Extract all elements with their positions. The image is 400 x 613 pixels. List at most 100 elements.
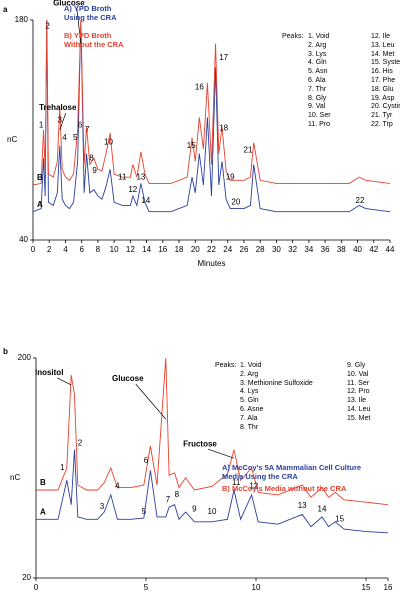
peak-label: 19 (226, 172, 235, 181)
x-tick-label: 18 (175, 245, 184, 254)
x-tick-label: 28 (256, 245, 265, 254)
peak-list-item: 9. Val (308, 103, 326, 111)
peak-label: 13 (298, 501, 307, 510)
trace-line (36, 357, 388, 506)
peak-label: 14 (318, 505, 327, 514)
x-tick-label: 8 (96, 245, 101, 254)
x-tick-label: 30 (272, 245, 281, 254)
peak-label: 8 (175, 490, 180, 499)
peak-list-item: 15. Met (347, 414, 371, 422)
peak-list-item: 4. Lys (240, 388, 259, 396)
peak-list-item: 9. Gly (347, 362, 366, 369)
peak-list-item: 13. Leu (371, 41, 395, 49)
x-tick-label: 6 (79, 245, 84, 254)
legend-entry: A) YPD Broth Using the CRA (64, 4, 117, 22)
panel-label: b (3, 347, 8, 356)
annotation: Glucose (112, 374, 144, 383)
peak-label: 5 (142, 507, 147, 516)
peak-label: 4 (115, 481, 120, 490)
x-tick-label: 0 (31, 245, 36, 254)
peak-label: 20 (231, 197, 240, 206)
peak-label: 12 (249, 481, 258, 490)
peak-list-item: 17. Phe (371, 77, 396, 84)
peak-list-item: 5. Asn (308, 68, 328, 76)
x-tick-label: 20 (191, 245, 200, 254)
peak-label: 4 (62, 133, 67, 142)
annotation: Inositol (35, 368, 63, 377)
trace-line (33, 19, 390, 213)
peak-list-item: 13. Ile (347, 397, 367, 405)
peak-list-heading: Peaks: (215, 362, 237, 369)
peak-list-item: 11. Pro (308, 121, 331, 128)
peak-label: 17 (219, 53, 228, 62)
x-tick-label: 26 (240, 245, 249, 254)
legend-entry: A) McCoy's 5A Mammalian Cell Culture Med… (222, 463, 362, 481)
peak-label: 14 (141, 196, 150, 205)
peak-label: 10 (104, 138, 113, 147)
x-tick-label: 16 (158, 245, 167, 254)
x-tick-label: 10 (110, 245, 119, 254)
peak-label: 16 (195, 83, 204, 92)
x-tick-label: 32 (288, 245, 297, 254)
peak-list-item: 15. System (371, 59, 400, 67)
peak-label: 22 (356, 196, 365, 205)
peak-list-item: 1. Void (240, 362, 262, 369)
leader-line (57, 377, 72, 386)
x-tick-label: 16 (384, 583, 393, 592)
y-tick-label: 180 (15, 15, 29, 24)
peak-list-item: 16. His (371, 68, 393, 76)
peak-list-item: 8. Gly (308, 94, 327, 102)
peak-label: 15 (187, 141, 196, 150)
x-tick-label: 24 (223, 245, 232, 254)
legend-entry: B) McCoy's Media without the CRA (222, 484, 347, 493)
legend-entry: B) YPD Broth Without the CRA (64, 31, 124, 49)
peak-list-item: 7. Thr (308, 85, 327, 93)
peak-list-item: 6. Asne (240, 406, 264, 413)
x-tick-label: 12 (126, 245, 135, 254)
leader-line (76, 8, 82, 44)
peak-list-item: 3. Methionine Sulfoxide (240, 379, 313, 387)
peak-list-item: 10. Val (347, 370, 369, 378)
peak-label: 6 (78, 120, 83, 129)
y-axis-label: nC (7, 135, 17, 144)
peak-label: 21 (244, 146, 253, 155)
annotation: Glucose (53, 0, 85, 8)
peak-list-item: 22. Trp (371, 121, 393, 128)
y-tick-label: 200 (18, 353, 32, 362)
peak-label: 15 (335, 514, 344, 523)
peak-list-item: 19. Asp (371, 94, 395, 102)
peak-list-item: 2. Arg (240, 370, 259, 378)
x-tick-label: 15 (362, 583, 371, 592)
peak-list-item: 2. Arg (308, 41, 327, 49)
peak-list-item: 20. Cystine (371, 103, 400, 111)
peak-list-item: 11. Ser (347, 379, 370, 387)
peak-label: 7 (85, 125, 90, 134)
leader-line (59, 112, 67, 131)
peak-list-item: 14. Leu (347, 406, 371, 413)
y-tick-label: 20 (22, 573, 31, 582)
panel-label: a (3, 5, 8, 14)
x-tick-label: 44 (386, 245, 395, 254)
peak-label: 8 (89, 153, 94, 162)
peak-label: 11 (232, 478, 241, 487)
peak-list-item: 1. Void (308, 33, 330, 40)
y-axis-label: nC (10, 473, 20, 482)
peak-label: 10 (208, 507, 217, 516)
x-axis-label: Minutes (197, 259, 225, 268)
peak-label: 2 (45, 21, 50, 30)
peak-label: 7 (166, 495, 171, 504)
leader-line (207, 448, 235, 459)
peak-label: 11 (118, 172, 127, 181)
peak-label: 9 (192, 505, 197, 514)
x-tick-label: 22 (207, 245, 216, 254)
trace-label: B (40, 478, 46, 487)
peak-label: 9 (92, 166, 97, 175)
peak-list-item: 4. Gln (308, 59, 327, 67)
annotation: Trehalose (39, 103, 77, 112)
peak-label: 18 (219, 124, 228, 133)
y-tick-label: 40 (19, 235, 28, 244)
x-tick-label: 38 (337, 245, 346, 254)
peak-label: 2 (78, 439, 83, 448)
